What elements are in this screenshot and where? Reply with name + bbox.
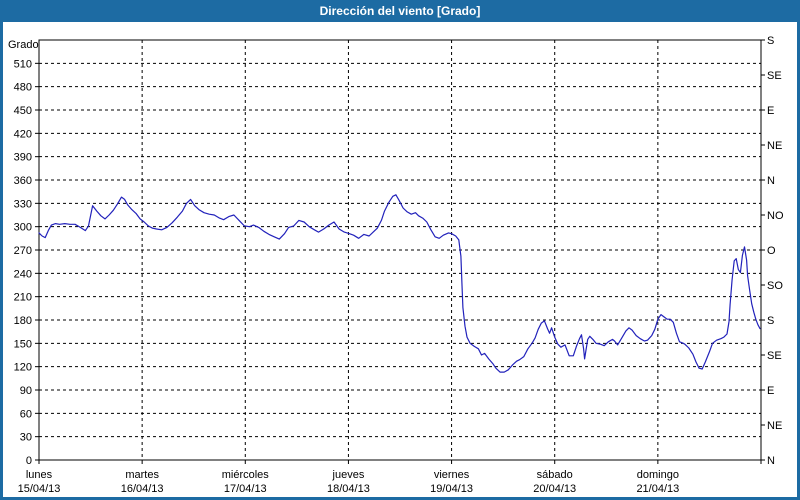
compass-axis-tick-label: N (767, 175, 775, 187)
wind-direction-chart: 0 30 60 90 120 150 180 210 240 270 300 330 360 390 420… (8, 35, 784, 495)
y-axis-tick-label: 180 (14, 315, 32, 327)
chart-panel: 0 30 60 90 120 150 180 210 240 270 300 330 360 390 420… (3, 22, 797, 497)
y-axis-tick-label: 390 (14, 152, 32, 164)
x-axis-date-label: 19/04/13 (430, 483, 473, 495)
x-axis-day-label: lunes (26, 469, 53, 481)
x-axis-date-label: 15/04/13 (18, 483, 61, 495)
y-axis-tick-label: 30 (20, 432, 32, 444)
y-axis-tick-label: 510 (14, 58, 32, 70)
x-axis-date-label: 16/04/13 (121, 483, 164, 495)
x-axis-date-label: 18/04/13 (327, 483, 370, 495)
wind-direction-line (38, 194, 761, 373)
chart-title: Dirección del viento [Grado] (319, 4, 481, 18)
x-axis-day-label: jueves (332, 469, 365, 481)
compass-axis-tick-label: E (767, 105, 774, 117)
x-axis-day-label: sábado (537, 469, 573, 481)
x-axis-date-label: 21/04/13 (636, 483, 679, 495)
y-axis-tick-label: 240 (14, 268, 32, 280)
compass-axis-tick-label: SE (767, 70, 782, 82)
compass-axis-tick-label: S (767, 315, 774, 327)
y-axis-tick-label: 270 (14, 245, 32, 257)
y-axis-tick-label: 420 (14, 128, 32, 140)
x-axis-day-label: miércoles (222, 469, 270, 481)
y-axis-tick-label: 360 (14, 175, 32, 187)
y-axis-title: Grado (8, 39, 39, 51)
compass-axis-tick-label: SO (767, 280, 783, 292)
compass-axis-tick-label: S (767, 35, 774, 47)
y-axis-tick-label: 450 (14, 105, 32, 117)
compass-axis-tick-label: NO (767, 210, 784, 222)
y-axis-tick-label: 60 (20, 408, 32, 420)
y-axis-tick-label: 300 (14, 222, 32, 234)
y-axis-tick-label: 120 (14, 362, 32, 374)
x-axis-date-label: 20/04/13 (533, 483, 576, 495)
y-axis-tick-label: 90 (20, 385, 32, 397)
y-axis-tick-label: 0 (26, 455, 32, 467)
plot-frame (38, 39, 762, 461)
x-axis-date-label: 17/04/13 (224, 483, 267, 495)
y-axis-tick-label: 480 (14, 82, 32, 94)
y-axis-tick-label: 150 (14, 338, 32, 350)
compass-axis-tick-label: SE (767, 350, 782, 362)
compass-axis-tick-label: N (767, 455, 775, 467)
compass-axis-tick-label: O (767, 245, 776, 257)
chart-title-bar: Dirección del viento [Grado] (0, 0, 800, 22)
compass-axis-tick-label: NE (767, 140, 782, 152)
compass-axis-tick-label: E (767, 385, 774, 397)
x-axis-day-label: martes (125, 469, 159, 481)
x-axis-day-label: domingo (637, 469, 679, 481)
y-axis-tick-label: 210 (14, 292, 32, 304)
y-axis-tick-label: 330 (14, 198, 32, 210)
compass-axis-tick-label: NE (767, 420, 782, 432)
x-axis-day-label: viernes (434, 469, 470, 481)
